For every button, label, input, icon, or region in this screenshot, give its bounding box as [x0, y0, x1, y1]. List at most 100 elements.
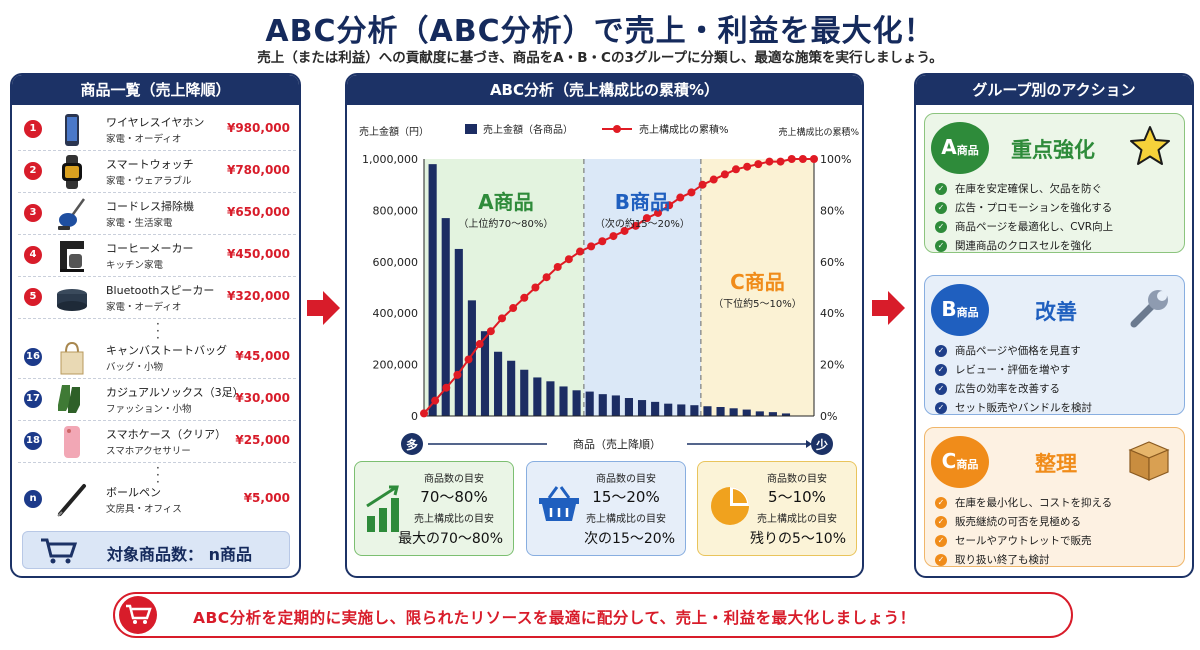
vacuum-icon [58, 198, 86, 230]
chart-bar [507, 360, 516, 416]
product-category: バッグ・小物 [106, 362, 164, 373]
abc-chart-panel: ABC分析（売上構成比の累積%） 0 200,000 400,000 600,000 8… [345, 73, 864, 578]
zone-note: （上位約70～80%） [458, 217, 553, 230]
zone-label: C商品 [730, 270, 785, 294]
wrench-icon [1130, 290, 1168, 328]
product-row: 2 スマートウォッチ 家電・ウェアラブル ¥780,000 [18, 151, 296, 193]
product-name: コーヒーメーカー [106, 242, 194, 255]
rank-badge: 2 [24, 162, 42, 180]
arrow-right-icon [872, 291, 905, 325]
y2-tick-label: 80% [820, 204, 844, 217]
product-name: スマホケース（クリア） [106, 428, 227, 441]
chart-bar [664, 403, 673, 416]
cumulative-point [698, 180, 707, 189]
cumulative-point [420, 409, 428, 418]
cumulative-point [520, 293, 529, 302]
chart-bar [651, 401, 660, 416]
basket-icon [539, 486, 579, 521]
stat-value: 5～10% [768, 488, 826, 506]
rank-badge: 1 [24, 120, 42, 138]
group-actions-title: グループ別のアクション [916, 75, 1192, 105]
cart-icon [41, 538, 77, 564]
growth-bars-icon [366, 485, 399, 532]
product-row: 18 スマホケース（クリア） スマホアクセサリー ¥25,000 [18, 421, 296, 463]
product-price: ¥45,000 [235, 349, 290, 363]
cart-circle [119, 596, 157, 634]
chart-bar [677, 404, 686, 416]
product-category: スマホアクセサリー [106, 446, 191, 457]
product-category: 家電・ウェアラブル [106, 176, 192, 187]
cumulative-point [587, 242, 596, 251]
cumulative-point [732, 165, 740, 174]
product-name: コードレス掃除機 [106, 200, 194, 213]
group-title: 重点強化 [1011, 138, 1095, 162]
action-list: ✓ 商品ページや価格を見直す ✓ レビュー・評価を増やす ✓ 広告の効率を改善する ✓… [935, 342, 1092, 418]
product-name: ボールペン [106, 486, 161, 499]
product-count-label: 対象商品数： n商品 [107, 545, 252, 564]
product-price: ¥30,000 [235, 391, 290, 405]
y-tick-label: 200,000 [373, 359, 419, 372]
action-item: ✓ 広告・プロモーションを強化する [935, 199, 1113, 218]
box-icon [1128, 441, 1170, 481]
action-item: ✓ セールやアウトレットで販売 [935, 532, 1112, 551]
chart-bar [572, 390, 581, 416]
chart-bar [454, 248, 463, 416]
action-item: ✓ 広告の効率を改善する [935, 380, 1092, 399]
chart-bar [441, 218, 450, 416]
stat-label: 売上構成比の目安 [586, 514, 666, 525]
cumulative-point [765, 157, 774, 166]
chart-bar [742, 409, 751, 416]
stat-value: 残りの5～10% [749, 531, 846, 547]
x-axis-title: 商品（売上降順） [573, 437, 661, 451]
y2-axis-title: 売上構成比の累積% [778, 126, 859, 138]
tote-bag-icon [60, 341, 84, 375]
cumulative-point [676, 193, 685, 202]
group-title: 改善 [1035, 300, 1077, 324]
y2-tick-label: 60% [820, 256, 844, 269]
cumulative-point [609, 232, 618, 241]
action-item: ✓ 取り扱い終了も検討 [935, 551, 1112, 570]
y2-tick-label: 40% [820, 307, 844, 320]
action-item: ✓ セット販売やバンドルを検討 [935, 399, 1092, 418]
y-tick-label: 800,000 [373, 204, 419, 217]
chart-bar [768, 412, 777, 416]
x-arrow-head [806, 440, 812, 448]
rank-badge: 4 [24, 246, 42, 264]
cart-icon [126, 604, 152, 624]
cumulative-point [498, 314, 506, 323]
product-category: 家電・オーディオ [106, 302, 182, 313]
zone-label: B商品 [615, 190, 670, 214]
cumulative-point [810, 155, 818, 163]
stat-value: 70～80% [420, 488, 488, 506]
zone-note: （次の約15～20%） [595, 217, 690, 230]
arrow-right-icon [307, 291, 340, 325]
chart-bar [559, 386, 568, 416]
chart-bar [637, 400, 647, 416]
action-item: ✓ レビュー・評価を増やす [935, 361, 1092, 380]
action-list: ✓ 在庫を安定確保し、欠品を防ぐ ✓ 広告・プロモーションを強化する ✓ 商品ページを… [935, 180, 1113, 256]
chart-bar [585, 391, 594, 416]
rank-badge: 17 [24, 390, 42, 408]
rank-badge: 16 [24, 348, 42, 366]
cumulative-point [787, 155, 796, 163]
x-end-badge [811, 433, 833, 455]
legend-label: 売上金額（各商品） [483, 123, 573, 136]
group-badge: B商品 [931, 284, 989, 336]
cumulative-point [798, 155, 807, 163]
group-card-c: C商品 整理 ✓ 在庫を最小化し、コストを抑える ✓ 販売継続の可否を見極める ✓ セ… [924, 427, 1185, 567]
speaker-icon [57, 289, 87, 311]
x-end-label: 少 [815, 437, 828, 452]
cumulative-point [486, 327, 495, 336]
product-name: Bluetoothスピーカー [106, 284, 215, 297]
cumulative-point [665, 201, 674, 210]
chart-bar [533, 377, 542, 416]
chart-bar [624, 398, 634, 416]
cumulative-point [776, 157, 785, 166]
chart-bar [494, 351, 503, 416]
cumulative-point [654, 208, 662, 217]
y2-tick-label: 0% [820, 410, 837, 423]
rank-badge: 18 [24, 432, 42, 450]
product-price: ¥450,000 [226, 247, 290, 261]
chart-bar [690, 405, 699, 416]
y2-tick-label: 100% [820, 153, 851, 166]
